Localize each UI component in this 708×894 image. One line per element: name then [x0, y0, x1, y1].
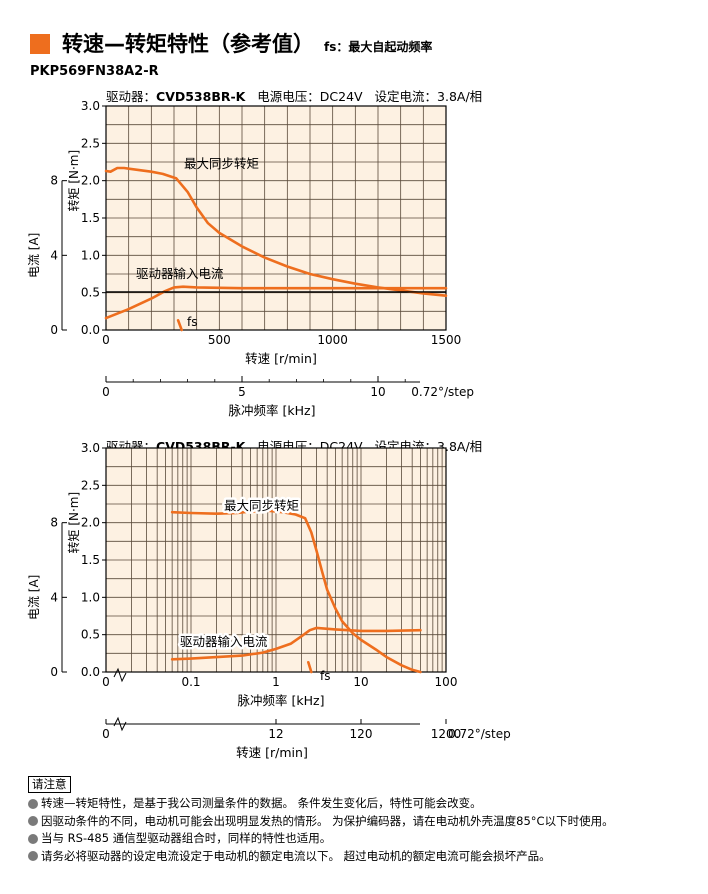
y-axis-label: 转矩 [N·m]: [66, 492, 81, 554]
y-tick-label: 0.0: [81, 323, 100, 337]
note-text: 因驱动条件的不同，电动机可能会出现明显发热的情形。 为保护编码器，请在电动机外壳…: [41, 813, 614, 828]
chart1-info: 驱动器：CVD538BR-K 电源电压：DC24V 设定电流：3.8A/相: [106, 86, 482, 105]
x2-tick-label: 12: [268, 727, 283, 741]
page-title: 转速—转矩特性（参考值）: [62, 32, 314, 56]
series-label: 驱动器输入电流: [136, 266, 224, 281]
y-tick-label: 1.5: [81, 553, 100, 567]
x-tick-label: 1: [272, 675, 280, 689]
y2-tick-label: 0: [50, 665, 58, 679]
y-tick-label: 1.5: [81, 211, 100, 225]
x2-axis-label: 转速 [r/min]: [236, 745, 308, 760]
header-square-icon: [30, 34, 50, 54]
series-label: fs: [320, 669, 330, 683]
fs-line: [176, 319, 183, 332]
series-label: 驱动器输入电流: [180, 634, 268, 649]
x-tick-label: 0: [102, 675, 110, 689]
x2-tick-label: 1200: [431, 727, 462, 741]
y2-axis-label: 电流 [A]: [27, 575, 41, 620]
axis-break-mark: [113, 667, 127, 683]
y-tick-label: 1.0: [81, 590, 100, 604]
y2-tick-label: 8: [50, 516, 58, 530]
max-sync-torque-line: [104, 166, 448, 297]
note-item: 请务必将驱动器的设定电流设定于电动机的额定电流以下。 超过电动机的额定电流可能会…: [28, 848, 614, 866]
note-text: 请务必将驱动器的设定电流设定于电动机的额定电流以下。 超过电动机的额定电流可能会…: [41, 848, 551, 863]
x-tick-label: 10: [353, 675, 368, 689]
y2-tick-label: 8: [50, 174, 58, 188]
x2-tick-label: 0: [102, 385, 110, 399]
x-tick-label: 0.1: [181, 675, 200, 689]
x-tick-label: 500: [208, 333, 231, 347]
series-label: fs: [187, 315, 197, 329]
chart1: 0.0 0.5 1.0 1.5 2.0 2.5 3.0 转矩 [N·m] 0 4 8 电流 [A] 最大…: [27, 99, 474, 418]
note-item: 当与 RS-485 通信型驱动器组合时，同样的特性也适用。: [28, 830, 614, 848]
y-tick-label: 2.0: [81, 516, 100, 530]
x2-axis-label: 脉冲频率 [kHz]: [229, 403, 316, 418]
y-tick-label: 0.5: [81, 286, 100, 300]
bullet-icon: [28, 851, 38, 862]
chart1-voltage: 电源电压：DC24V: [257, 89, 363, 104]
series-label: 最大同步转矩: [184, 156, 259, 171]
y-tick-label: 2.5: [81, 136, 100, 150]
y-tick-label: 0.0: [81, 665, 100, 679]
series-label: 最大同步转矩: [224, 498, 299, 513]
y-tick-label: 1.0: [81, 248, 100, 262]
axis-break-mark: [113, 716, 127, 732]
x2-tick-label: 0: [102, 727, 110, 741]
fs-line: [306, 661, 313, 674]
note-item: 因驱动条件的不同，电动机可能会出现明显发热的情形。 为保护编码器，请在电动机外壳…: [28, 813, 614, 831]
y2-tick-label: 4: [50, 248, 58, 262]
driver-input-current-line: [104, 285, 448, 320]
y-tick-label: 3.0: [81, 99, 100, 113]
y2-tick-label: 0: [50, 323, 58, 337]
note-text: 当与 RS-485 通信型驱动器组合时，同样的特性也适用。: [41, 831, 332, 845]
note-text: 转速—转矩特性，是基于我公司测量条件的数据。 条件发生变化后，特性可能会改变。: [41, 796, 482, 810]
y2-axis-label: 电流 [A]: [27, 233, 41, 278]
driver-input-current-line: [170, 626, 422, 661]
max-sync-torque-line: [170, 509, 422, 674]
x2-tick-label: 10: [370, 385, 385, 399]
bullet-icon: [28, 816, 38, 827]
bullet-icon: [28, 833, 38, 844]
y-axis-label: 转矩 [N·m]: [66, 150, 81, 212]
y-tick-label: 2.5: [81, 478, 100, 492]
y-tick-label: 0.5: [81, 628, 100, 642]
x2-tick-label: 120: [350, 727, 373, 741]
notes: 请注意 转速—转矩特性，是基于我公司测量条件的数据。 条件发生变化后，特性可能会…: [28, 776, 614, 865]
x-axis-label: 脉冲频率 [kHz]: [238, 693, 325, 708]
chart2: 0.0 0.5 1.0 1.5 2.0 2.5 3.0 转矩 [N·m] 0 4 8 电流 [A] 最大…: [27, 441, 511, 760]
chart1-driver-label: 驱动器：: [106, 89, 157, 104]
x2-tick-label: 5: [238, 385, 246, 399]
header: 转速—转矩特性（参考值） fs：最大自起动频率: [30, 28, 432, 58]
y-tick-label: 3.0: [81, 441, 100, 455]
x-tick-label: 1000: [317, 333, 348, 347]
chart1-current: 设定电流：3.8A/相: [374, 89, 483, 104]
x2-note: 0.72°/step: [411, 385, 474, 399]
notes-title: 请注意: [28, 776, 71, 793]
x-tick-label: 100: [435, 675, 458, 689]
bullet-icon: [28, 798, 38, 809]
y2-tick-label: 4: [50, 590, 58, 604]
x-tick-label: 1500: [431, 333, 462, 347]
model-number: PKP569FN38A2-R: [30, 64, 159, 79]
y-tick-label: 2.0: [81, 174, 100, 188]
page-subtitle: fs：最大自起动频率: [324, 40, 433, 54]
x-tick-label: 0: [102, 333, 110, 347]
note-item: 转速—转矩特性，是基于我公司测量条件的数据。 条件发生变化后，特性可能会改变。: [28, 795, 614, 813]
x2-note: 0.72°/step: [448, 727, 511, 741]
x-axis-label: 转速 [r/min]: [245, 351, 317, 366]
chart1-driver: CVD538BR-K: [156, 89, 246, 104]
